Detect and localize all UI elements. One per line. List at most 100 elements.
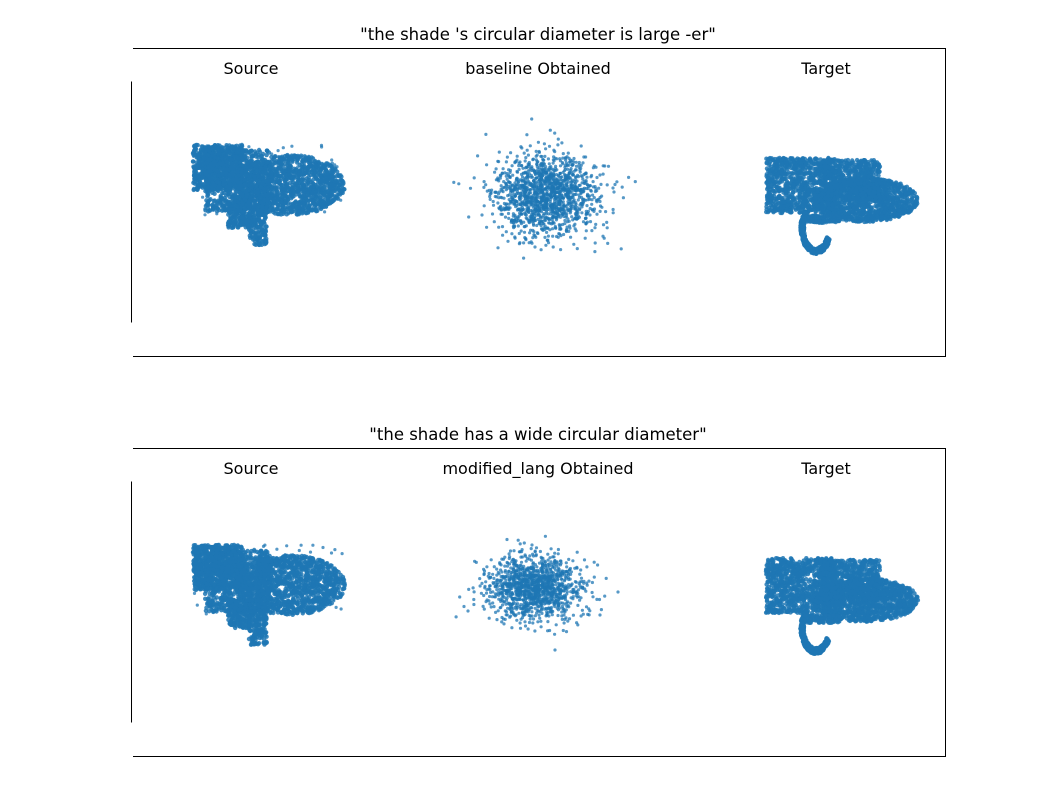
point [278,197,282,201]
point [510,232,514,236]
point [555,178,559,182]
point [586,209,591,213]
point [571,173,575,177]
point [543,235,547,239]
point [216,198,221,203]
point [542,158,546,162]
point [510,190,515,194]
point [544,179,548,183]
point [303,167,308,171]
point [321,191,325,195]
point [279,183,283,187]
point [531,158,535,162]
point [574,164,579,168]
point [309,185,313,189]
point [545,187,549,191]
point [529,228,533,232]
point [496,201,500,205]
point [495,195,499,199]
point [296,165,300,169]
point [485,163,489,167]
point [526,174,530,178]
point [306,206,310,210]
point [578,170,582,174]
point [212,198,217,203]
point [290,144,294,148]
point [548,228,552,232]
point [207,148,212,153]
point [203,171,209,177]
point [227,175,231,179]
point [227,182,233,187]
point [195,186,200,191]
point [590,208,594,212]
point [218,166,222,170]
point [532,230,536,234]
row-title: "the shade 's circular diameter is large… [360,25,716,44]
point [283,166,289,171]
point [601,223,606,227]
point [233,215,238,220]
point [604,210,608,214]
point [251,237,256,242]
point [288,201,292,205]
point [324,189,328,193]
point [529,173,533,177]
point [519,219,523,223]
point [613,182,617,187]
point [315,181,320,187]
point [303,194,307,198]
point [584,221,588,225]
point [559,248,563,252]
point [569,183,573,187]
point [570,163,574,167]
point [276,155,280,159]
point [240,216,246,221]
point [522,151,526,155]
point [536,179,540,184]
point [558,159,563,163]
point [522,183,527,187]
point [536,171,541,175]
point [543,203,548,207]
point [484,183,488,187]
point [538,222,542,226]
point [467,215,471,219]
point [515,158,519,162]
point [288,187,292,191]
point [564,214,569,218]
point [575,247,579,251]
point [552,180,556,185]
point [556,181,560,185]
point [529,200,533,205]
point [548,202,552,206]
point [533,245,537,249]
point [530,241,534,245]
point [313,206,319,211]
point [574,202,578,206]
point [558,223,562,227]
point [196,160,202,165]
point [311,202,317,207]
point [527,193,531,197]
point [519,145,523,149]
point [272,186,276,190]
point [574,215,578,219]
point [219,161,224,167]
point [247,145,251,149]
point [574,192,578,196]
point [236,200,240,204]
point [571,199,575,203]
point [313,170,318,175]
point [242,154,248,159]
point [565,203,570,207]
point [335,165,339,169]
point [560,141,564,145]
point [323,210,327,214]
point [228,211,232,216]
point [484,132,488,136]
point [542,222,546,226]
point [287,156,292,161]
point [525,165,529,169]
point [247,151,251,155]
